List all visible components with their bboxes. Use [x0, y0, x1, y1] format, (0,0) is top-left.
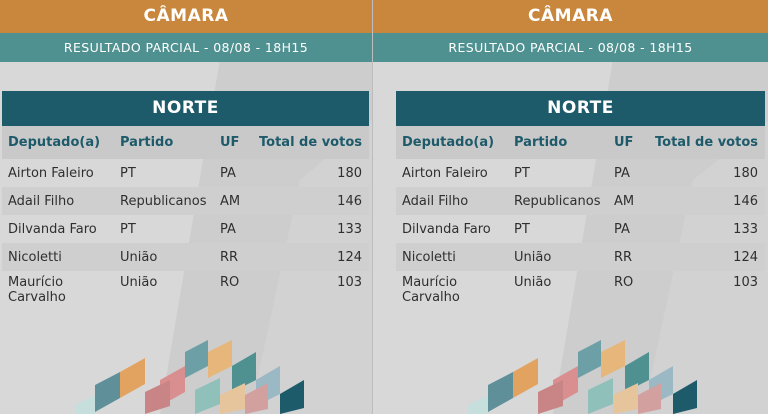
cell-uf: AM	[220, 193, 241, 209]
table-row: Maurício Carvalho União RO 103	[2, 271, 369, 313]
cell-party: PT	[514, 165, 530, 181]
cell-party: União	[120, 275, 158, 290]
cell-party: União	[514, 249, 552, 265]
cell-party: União	[514, 275, 552, 290]
cell-votes: 146	[733, 193, 758, 209]
header-subtitle: RESULTADO PARCIAL - 08/08 - 18H15	[373, 33, 768, 62]
table-row: Dilvanda Faro PT PA 133	[396, 215, 765, 243]
cell-name: Airton Faleiro	[402, 165, 488, 181]
cell-name-line1: Maurício	[8, 275, 64, 290]
cell-name: Nicoletti	[402, 249, 456, 265]
table-row: Nicoletti União RR 124	[396, 243, 765, 271]
col-uf: UF	[220, 135, 240, 150]
cell-votes: 146	[337, 193, 362, 209]
cell-name: Adail Filho	[402, 193, 469, 209]
cell-party: PT	[514, 221, 530, 237]
table-row: Airton Faleiro PT PA 180	[396, 159, 765, 187]
header-subtitle: RESULTADO PARCIAL - 08/08 - 18H15	[0, 33, 372, 62]
cell-party: PT	[120, 165, 136, 181]
cell-uf: RR	[614, 249, 633, 265]
col-uf: UF	[614, 135, 634, 150]
cell-name: Nicoletti	[8, 249, 62, 265]
cell-votes: 124	[733, 249, 758, 265]
results-table: NORTE Deputado(a) Partido UF Total de vo…	[396, 91, 765, 313]
result-panel-left: CÂMARA RESULTADO PARCIAL - 08/08 - 18H15…	[0, 0, 372, 414]
cell-party: PT	[120, 221, 136, 237]
cell-uf: PA	[220, 165, 236, 181]
cell-votes: 180	[337, 165, 362, 181]
cell-name-line2: Carvalho	[402, 290, 460, 305]
table-row: Adail Filho Republicanos AM 146	[396, 187, 765, 215]
cell-name-line2: Carvalho	[8, 290, 66, 305]
cell-votes: 103	[337, 275, 362, 290]
table-row: Nicoletti União RR 124	[2, 243, 369, 271]
header-title: CÂMARA	[373, 0, 768, 33]
table-row: Adail Filho Republicanos AM 146	[2, 187, 369, 215]
cell-name: Adail Filho	[8, 193, 75, 209]
cell-name-line1: Maurício	[402, 275, 458, 290]
cell-party: Republicanos	[120, 193, 207, 209]
cell-votes: 133	[733, 221, 758, 237]
cell-votes: 103	[733, 275, 758, 290]
cell-votes: 180	[733, 165, 758, 181]
results-table: NORTE Deputado(a) Partido UF Total de vo…	[2, 91, 369, 313]
cell-votes: 133	[337, 221, 362, 237]
cell-uf: PA	[614, 221, 630, 237]
cell-name: Airton Faleiro	[8, 165, 94, 181]
col-deputado: Deputado(a)	[402, 135, 495, 150]
table-header: Deputado(a) Partido UF Total de votos	[396, 126, 765, 159]
col-partido: Partido	[120, 135, 174, 150]
cell-party: Republicanos	[514, 193, 601, 209]
table-header: Deputado(a) Partido UF Total de votos	[2, 126, 369, 159]
cell-uf: RR	[220, 249, 239, 265]
cell-name: Maurício Carvalho	[2, 275, 115, 305]
region-title: NORTE	[396, 91, 765, 126]
table-row: Maurício Carvalho União RO 103	[396, 271, 765, 313]
cell-uf: PA	[220, 221, 236, 237]
cell-name: Maurício Carvalho	[396, 275, 509, 305]
col-partido: Partido	[514, 135, 568, 150]
cell-uf: RO	[614, 275, 634, 290]
col-deputado: Deputado(a)	[8, 135, 101, 150]
cell-uf: AM	[614, 193, 635, 209]
cell-uf: PA	[614, 165, 630, 181]
cell-party: União	[120, 249, 158, 265]
cell-name: Dilvanda Faro	[8, 221, 97, 237]
col-total-votos: Total de votos	[655, 135, 758, 150]
cell-uf: RO	[220, 275, 240, 290]
cell-name: Dilvanda Faro	[402, 221, 491, 237]
region-title: NORTE	[2, 91, 369, 126]
table-row: Dilvanda Faro PT PA 133	[2, 215, 369, 243]
header-title: CÂMARA	[0, 0, 372, 33]
col-total-votos: Total de votos	[259, 135, 362, 150]
result-panel-right: CÂMARA RESULTADO PARCIAL - 08/08 - 18H15…	[372, 0, 768, 414]
table-row: Airton Faleiro PT PA 180	[2, 159, 369, 187]
cell-votes: 124	[337, 249, 362, 265]
